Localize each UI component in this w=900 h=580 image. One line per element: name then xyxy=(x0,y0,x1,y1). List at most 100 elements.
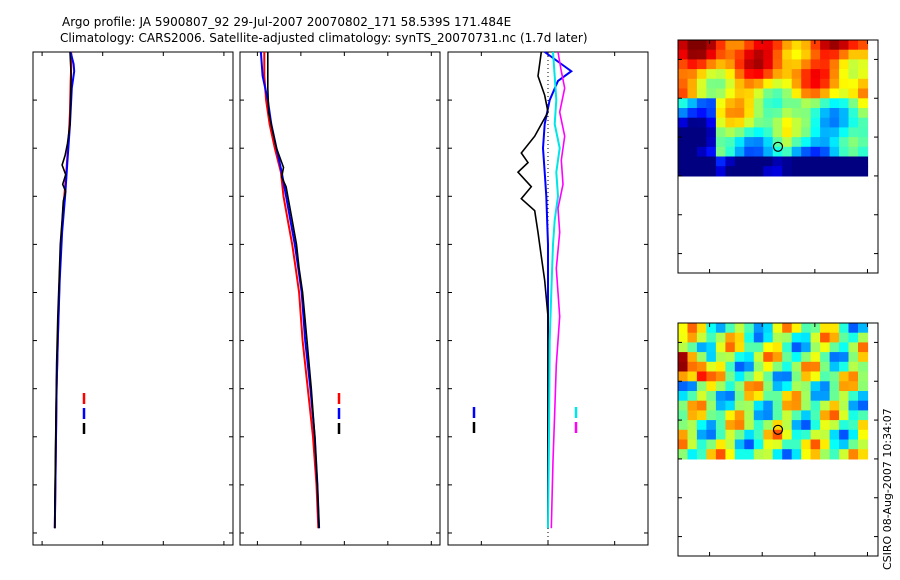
sst-heatmap-cell xyxy=(820,98,831,109)
sst-heatmap-cell xyxy=(763,156,774,167)
sst-heatmap-cell xyxy=(810,49,821,60)
sst-heatmap-cell xyxy=(715,156,726,167)
sst-heatmap-cell xyxy=(820,40,831,51)
sla-heatmap-cell xyxy=(706,371,717,382)
sla-heatmap-cell xyxy=(801,361,812,373)
sst-heatmap-cell xyxy=(715,59,726,70)
sst-heatmap-cell xyxy=(801,59,812,70)
sla-heatmap-cell xyxy=(678,342,689,353)
sst-heatmap-cell xyxy=(820,78,831,90)
sla-heatmap-cell xyxy=(687,429,698,441)
sst-heatmap-cell xyxy=(715,49,726,60)
sst-heatmap-cell xyxy=(791,146,802,158)
sst-heatmap-cell xyxy=(715,146,726,158)
sst-heatmap-cell xyxy=(810,108,821,119)
sla-heatmap-cell xyxy=(829,439,840,450)
sst-heatmap-cell xyxy=(839,98,850,109)
sst-heatmap-cell xyxy=(782,59,793,70)
temperature-series-climatology xyxy=(53,52,73,529)
sst-heatmap-cell xyxy=(801,137,812,148)
sst-heatmap-cell xyxy=(858,88,869,99)
sst-heatmap-cell xyxy=(744,69,755,80)
sla-heatmap-cell xyxy=(734,352,745,363)
sst-heatmap-cell xyxy=(725,40,736,51)
sla-map-panel xyxy=(677,322,879,557)
sst-heatmap-cell xyxy=(858,166,869,177)
sst-heatmap-cell xyxy=(725,88,736,99)
sst-heatmap-cell xyxy=(772,166,783,177)
sla-heatmap-cell xyxy=(858,439,869,450)
temperature-axes-frame xyxy=(32,51,234,546)
sla-heatmap-cell xyxy=(848,323,859,334)
sla-heatmap-cell xyxy=(829,371,840,382)
sst-heatmap-cell xyxy=(848,146,859,158)
sst-heatmap-cell xyxy=(772,98,783,109)
sst-heatmap-cell xyxy=(839,137,850,148)
sla-heatmap-cell xyxy=(715,429,726,441)
sst-heatmap-cell xyxy=(801,108,812,119)
sst-heatmap-cell xyxy=(744,98,755,109)
sla-heatmap-cell xyxy=(810,323,821,334)
sla-heatmap-cell xyxy=(734,342,745,353)
sst-heatmap-cell xyxy=(791,156,802,167)
sla-heatmap-cell xyxy=(715,410,726,421)
sst-heatmap-cell xyxy=(744,49,755,60)
sla-heatmap-cell xyxy=(791,420,802,431)
sst-heatmap-cell xyxy=(753,146,764,158)
sst-heatmap-cell xyxy=(744,78,755,90)
sst-heatmap-cell xyxy=(848,156,859,167)
sla-heatmap-cell xyxy=(791,323,802,334)
sst-heatmap-cell xyxy=(678,78,689,90)
difference-series-salinity-argo-adj- xyxy=(550,51,566,529)
sla-heatmap-cell xyxy=(848,449,859,460)
sst-heatmap-cell xyxy=(678,69,689,80)
sla-heatmap-cell xyxy=(725,361,736,373)
sla-heatmap-cell xyxy=(782,439,793,450)
sst-heatmap-cell xyxy=(829,108,840,119)
sla-heatmap-cell xyxy=(791,371,802,382)
sla-heatmap-cell xyxy=(744,332,755,343)
sla-heatmap-cell xyxy=(763,410,774,421)
sst-heatmap-cell xyxy=(829,137,840,148)
sla-heatmap-cell xyxy=(772,410,783,421)
sla-heatmap-cell xyxy=(801,332,812,343)
temperature-series-satellite-adjusted-climatology xyxy=(53,51,76,529)
sst-heatmap-cell xyxy=(687,49,698,60)
sla-heatmap-cell xyxy=(763,381,774,392)
sla-heatmap-cell xyxy=(706,381,717,392)
sla-heatmap-cell xyxy=(715,439,726,450)
sst-heatmap-cell xyxy=(772,69,783,80)
sla-heatmap-cell xyxy=(687,420,698,431)
sst-heatmap-cell xyxy=(687,108,698,119)
sst-heatmap-cell xyxy=(782,137,793,148)
sst-heatmap-cell xyxy=(820,108,831,119)
sla-heatmap-cell xyxy=(820,332,831,343)
sst-heatmap-cell xyxy=(696,49,707,60)
sla-heatmap-cell xyxy=(829,332,840,343)
sst-heatmap-cell xyxy=(801,127,812,138)
sla-heatmap-cell xyxy=(820,352,831,363)
sst-heatmap-cell xyxy=(829,127,840,138)
sst-heatmap-cell xyxy=(706,108,717,119)
sst-heatmap-cell xyxy=(858,78,869,90)
salinity-panel xyxy=(239,51,441,546)
sla-heatmap-cell xyxy=(725,352,736,363)
sla-heatmap-cell xyxy=(820,381,831,392)
difference-series-temperature-argo-adj- xyxy=(516,51,549,529)
sst-heatmap-cell xyxy=(772,108,783,119)
sst-heatmap-cell xyxy=(763,49,774,60)
sla-heatmap-cell xyxy=(801,420,812,431)
sla-heatmap-cell xyxy=(801,352,812,363)
sla-heatmap-cell xyxy=(744,361,755,373)
sla-heatmap-cell xyxy=(763,361,774,373)
sst-heatmap-cell xyxy=(810,146,821,158)
sla-heatmap-cell xyxy=(858,332,869,343)
sla-heatmap-cell xyxy=(725,371,736,382)
sst-heatmap-cell xyxy=(763,137,774,148)
sla-heatmap-cell xyxy=(763,420,774,431)
sst-heatmap-cell xyxy=(687,117,698,128)
sst-heatmap-cell xyxy=(744,166,755,177)
sst-heatmap-cell xyxy=(715,78,726,90)
sst-heatmap-cell xyxy=(848,98,859,109)
sla-heatmap-cell xyxy=(791,429,802,441)
